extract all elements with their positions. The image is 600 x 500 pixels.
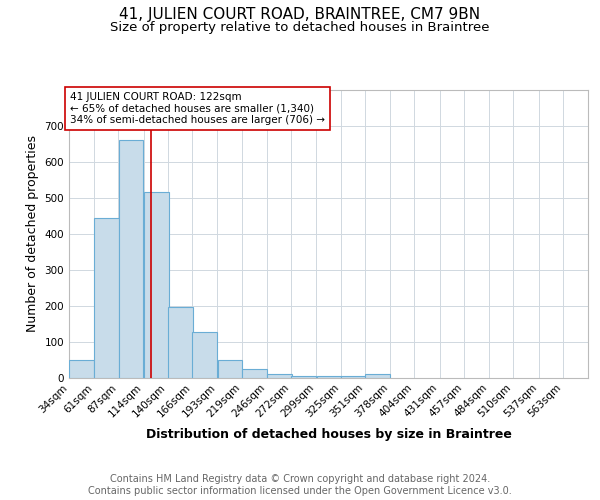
Bar xyxy=(94,218,119,378)
X-axis label: Distribution of detached houses by size in Braintree: Distribution of detached houses by size … xyxy=(146,428,511,440)
Bar xyxy=(218,360,242,378)
Text: Contains HM Land Registry data © Crown copyright and database right 2024.
Contai: Contains HM Land Registry data © Crown c… xyxy=(88,474,512,496)
Bar xyxy=(119,140,143,378)
Bar xyxy=(317,376,341,378)
Bar xyxy=(242,368,266,378)
Bar xyxy=(341,376,365,378)
Bar xyxy=(267,374,292,378)
Bar xyxy=(69,360,94,378)
Text: 41, JULIEN COURT ROAD, BRAINTREE, CM7 9BN: 41, JULIEN COURT ROAD, BRAINTREE, CM7 9B… xyxy=(119,8,481,22)
Bar xyxy=(365,374,390,378)
Y-axis label: Number of detached properties: Number of detached properties xyxy=(26,135,39,332)
Bar xyxy=(144,192,169,378)
Text: Size of property relative to detached houses in Braintree: Size of property relative to detached ho… xyxy=(110,21,490,34)
Bar xyxy=(193,332,217,378)
Bar xyxy=(292,376,316,378)
Bar xyxy=(168,306,193,378)
Text: 41 JULIEN COURT ROAD: 122sqm
← 65% of detached houses are smaller (1,340)
34% of: 41 JULIEN COURT ROAD: 122sqm ← 65% of de… xyxy=(70,92,325,125)
